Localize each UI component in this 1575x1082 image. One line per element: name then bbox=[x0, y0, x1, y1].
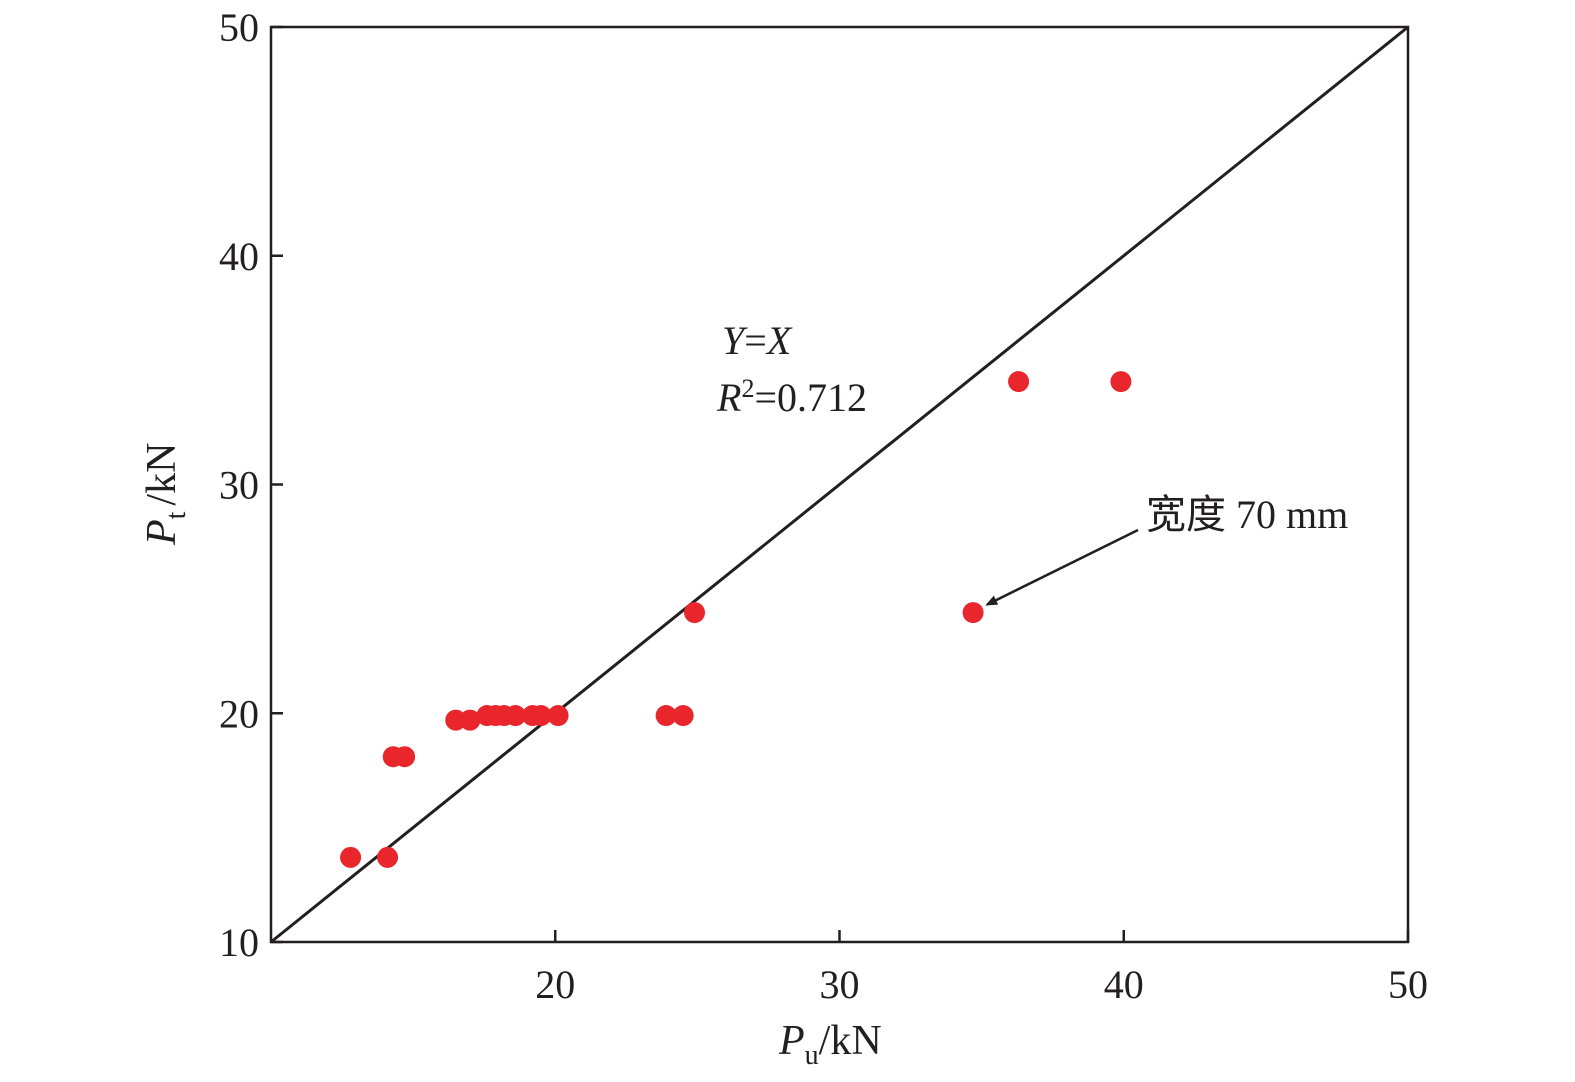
y-tick-label-10: 10 bbox=[219, 920, 259, 965]
y-tick-label-50: 50 bbox=[219, 5, 259, 50]
data-point-17 bbox=[962, 602, 984, 624]
data-point-15 bbox=[672, 705, 694, 727]
y-tick-label-40: 40 bbox=[219, 234, 259, 279]
data-point-12 bbox=[530, 705, 552, 727]
data-point-10 bbox=[504, 705, 526, 727]
data-point-1 bbox=[340, 846, 362, 868]
data-point-18 bbox=[1008, 371, 1030, 393]
r-squared-label: R2=0.712 bbox=[716, 374, 867, 420]
y-axis-label: Pt/kN bbox=[139, 443, 192, 546]
data-point-16 bbox=[684, 602, 706, 624]
data-point-4 bbox=[394, 746, 416, 768]
x-tick-label-50: 50 bbox=[1388, 962, 1428, 1007]
data-point-14 bbox=[655, 705, 677, 727]
x-tick-label-40: 40 bbox=[1104, 962, 1144, 1007]
data-point-2 bbox=[377, 846, 399, 868]
reference-line-y-equals-x bbox=[270, 25, 1409, 944]
y-tick-label-30: 30 bbox=[219, 463, 259, 508]
data-points bbox=[340, 371, 1132, 868]
reference-line-label: Y=X bbox=[722, 318, 793, 363]
data-point-6 bbox=[459, 709, 481, 731]
x-tick-label-30: 30 bbox=[820, 962, 860, 1007]
x-tick-label-20: 20 bbox=[535, 962, 575, 1007]
annotation-arrow bbox=[985, 528, 1139, 606]
annotation-label: 宽度 70 mm bbox=[1146, 492, 1348, 537]
data-point-19 bbox=[1110, 371, 1132, 393]
data-point-13 bbox=[547, 705, 569, 727]
y-tick-label-20: 20 bbox=[219, 691, 259, 736]
x-axis-label: Pu/kN bbox=[778, 1018, 882, 1071]
axis-tick-labels: 20 30 40 50 10 20 30 40 50 bbox=[219, 5, 1428, 1007]
